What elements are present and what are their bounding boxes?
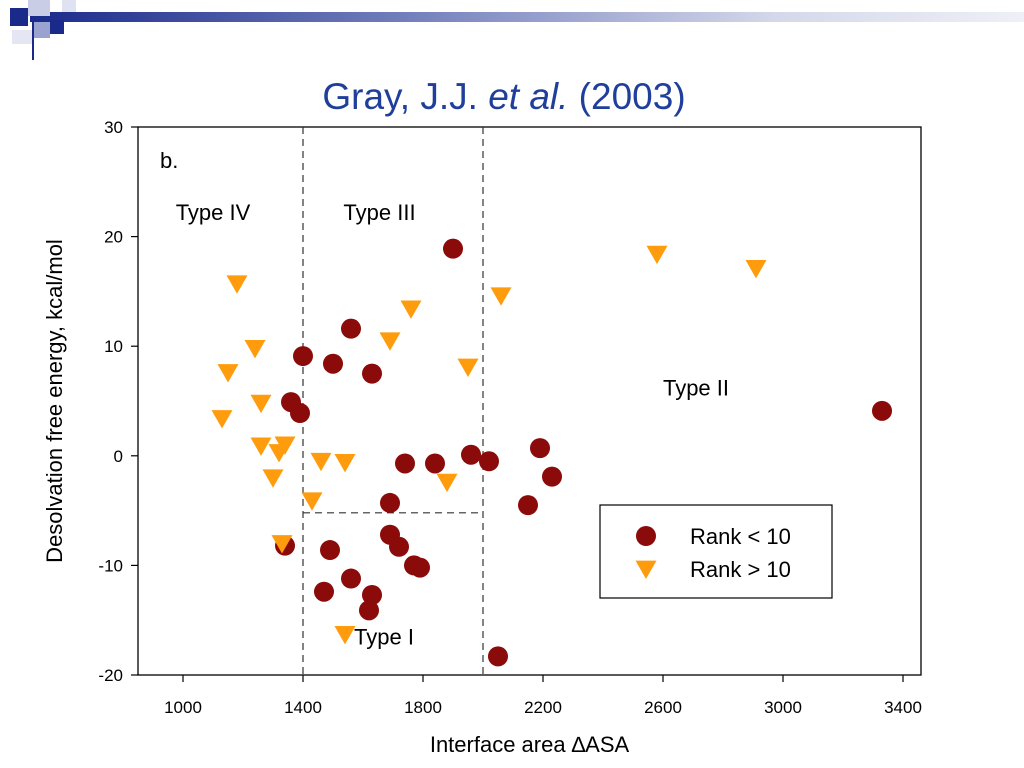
data-point-rank-lt-10 xyxy=(530,438,550,459)
title-suffix: (2003) xyxy=(568,76,686,117)
data-point-rank-lt-10 xyxy=(389,536,409,557)
data-point-rank-gt-10 xyxy=(310,452,332,472)
header-decoration xyxy=(0,0,1024,60)
data-point-rank-lt-10 xyxy=(443,238,463,259)
header-square-pale xyxy=(62,0,76,12)
data-point-rank-lt-10 xyxy=(479,451,499,472)
data-point-rank-gt-10 xyxy=(301,492,323,511)
data-point-rank-lt-10 xyxy=(320,540,340,561)
data-point-rank-gt-10 xyxy=(400,300,422,319)
region-label: Type IV xyxy=(176,200,251,225)
y-tick-label: 10 xyxy=(104,337,123,356)
plot-area xyxy=(137,126,922,676)
data-point-rank-gt-10 xyxy=(262,469,284,488)
data-point-rank-gt-10 xyxy=(334,626,356,645)
data-point-rank-lt-10 xyxy=(872,400,892,421)
data-point-rank-lt-10 xyxy=(362,363,382,384)
x-tick-label: 1800 xyxy=(404,698,442,717)
region-label: Type II xyxy=(663,376,729,401)
x-tick-label: 2600 xyxy=(644,698,682,717)
data-point-rank-gt-10 xyxy=(211,410,233,429)
y-tick-label: 0 xyxy=(114,447,123,466)
data-point-rank-lt-10 xyxy=(380,492,400,513)
header-square-light xyxy=(28,0,50,16)
y-tick-label: 30 xyxy=(104,118,123,137)
data-point-rank-lt-10 xyxy=(314,581,334,602)
plot-frame xyxy=(137,126,922,676)
data-point-rank-lt-10 xyxy=(518,495,538,516)
data-point-rank-gt-10 xyxy=(745,259,767,279)
data-point-rank-lt-10 xyxy=(362,584,382,605)
type-dividers xyxy=(302,127,484,675)
region-labels: Type IV Type III Type II Type I xyxy=(176,200,729,649)
data-point-rank-lt-10 xyxy=(323,353,343,374)
x-tick-label: 2200 xyxy=(524,698,562,717)
axis-ticks: 1000 1400 1800 2200 2600 3000 3400 -20 -10 0 10 20 3… xyxy=(98,118,921,717)
header-square-pale-2 xyxy=(12,30,32,44)
y-tick-label: -10 xyxy=(98,556,123,575)
data-point-rank-gt-10 xyxy=(250,437,272,456)
y-axis-label: Desolvation free energy, kcal/mol xyxy=(42,239,67,563)
y-tick-label: 20 xyxy=(104,228,123,247)
legend: Rank < 10 Rank > 10 xyxy=(599,504,833,599)
legend-marker-rank-lt-10 xyxy=(636,526,656,546)
region-label: Type III xyxy=(343,200,415,225)
title-prefix: Gray, J.J. xyxy=(322,76,489,117)
panel-label: b. xyxy=(160,148,178,173)
data-point-rank-gt-10 xyxy=(271,535,293,554)
data-point-rank-gt-10 xyxy=(334,453,356,473)
data-point-rank-gt-10 xyxy=(379,332,401,351)
legend-marker-rank-gt-10 xyxy=(635,560,657,579)
x-tick-label: 1000 xyxy=(164,698,202,717)
header-square-mid xyxy=(34,22,50,38)
data-point-rank-gt-10 xyxy=(646,245,668,265)
header-square-dark-small xyxy=(50,20,64,34)
data-point-rank-lt-10 xyxy=(425,453,445,474)
data-point-rank-gt-10 xyxy=(436,473,458,493)
data-point-rank-gt-10 xyxy=(457,358,479,377)
y-tick-label: -20 xyxy=(98,666,123,685)
data-point-rank-gt-10 xyxy=(490,287,512,306)
region-label: Type I xyxy=(354,624,414,649)
x-tick-label: 3000 xyxy=(764,698,802,717)
header-vertical-line xyxy=(32,20,34,60)
x-axis-label: Interface area ∆ASA xyxy=(430,732,630,757)
legend-box xyxy=(599,504,833,599)
data-point-rank-gt-10 xyxy=(250,394,272,414)
legend-label: Rank > 10 xyxy=(690,557,791,582)
data-point-rank-lt-10 xyxy=(293,346,313,367)
data-point-rank-gt-10 xyxy=(226,275,248,294)
data-point-rank-lt-10 xyxy=(461,444,481,465)
legend-label: Rank < 10 xyxy=(690,524,791,549)
data-point-rank-lt-10 xyxy=(542,466,562,487)
data-point-rank-lt-10 xyxy=(410,557,430,578)
title-italic: et al. xyxy=(488,76,569,117)
data-point-rank-lt-10 xyxy=(341,318,361,339)
data-points xyxy=(211,238,892,667)
x-tick-label: 3400 xyxy=(884,698,922,717)
data-point-rank-lt-10 xyxy=(395,453,415,474)
data-point-rank-gt-10 xyxy=(268,444,290,463)
data-point-rank-lt-10 xyxy=(359,600,379,621)
slide-title: Gray, J.J. et al. (2003) xyxy=(0,76,1008,118)
data-point-rank-gt-10 xyxy=(217,364,239,383)
x-tick-label: 1400 xyxy=(284,698,322,717)
data-point-rank-gt-10 xyxy=(244,339,266,359)
header-gradient-bar xyxy=(30,12,1024,22)
data-point-rank-lt-10 xyxy=(488,646,508,667)
data-point-rank-lt-10 xyxy=(290,403,310,424)
data-point-rank-lt-10 xyxy=(341,568,361,589)
header-square-dark xyxy=(10,8,28,26)
